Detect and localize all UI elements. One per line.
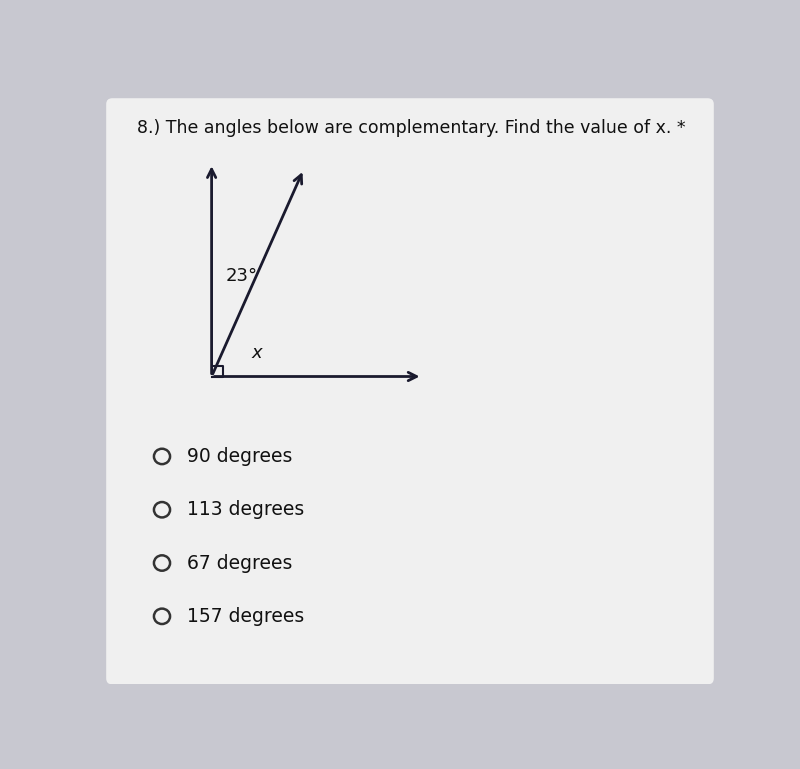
- Text: x: x: [252, 344, 262, 362]
- Text: 67 degrees: 67 degrees: [187, 554, 293, 573]
- Text: 90 degrees: 90 degrees: [187, 447, 293, 466]
- Text: 157 degrees: 157 degrees: [187, 607, 305, 626]
- Text: 23°: 23°: [226, 267, 258, 285]
- Text: 8.) The angles below are complementary. Find the value of x. *: 8.) The angles below are complementary. …: [138, 119, 686, 137]
- FancyBboxPatch shape: [106, 98, 714, 684]
- Text: 113 degrees: 113 degrees: [187, 500, 305, 519]
